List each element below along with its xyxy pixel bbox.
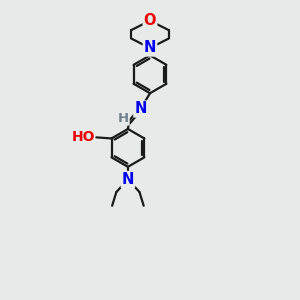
Text: HO: HO <box>72 130 95 144</box>
Text: N: N <box>134 101 147 116</box>
Text: N: N <box>122 172 134 187</box>
Text: O: O <box>144 13 156 28</box>
Text: N: N <box>144 40 156 56</box>
Text: H: H <box>118 112 129 124</box>
